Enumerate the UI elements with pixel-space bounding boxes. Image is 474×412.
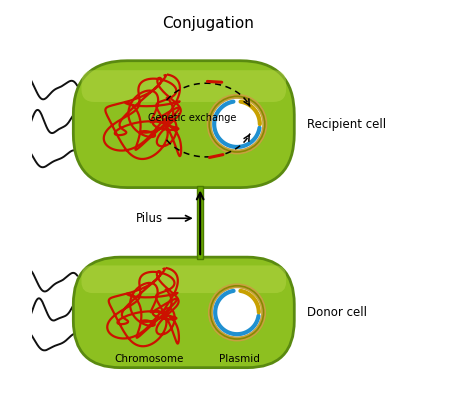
Bar <box>197 185 203 259</box>
Text: Plasmid: Plasmid <box>219 353 259 363</box>
FancyBboxPatch shape <box>73 61 294 187</box>
FancyBboxPatch shape <box>82 70 286 102</box>
FancyBboxPatch shape <box>73 257 294 368</box>
Text: Chromosome: Chromosome <box>114 353 184 363</box>
FancyBboxPatch shape <box>82 265 286 293</box>
Text: Donor cell: Donor cell <box>307 306 366 319</box>
Text: Recipient cell: Recipient cell <box>307 118 386 131</box>
Text: Genetic exchange: Genetic exchange <box>148 113 236 123</box>
Circle shape <box>212 288 262 337</box>
Text: Pilus: Pilus <box>136 212 164 225</box>
Circle shape <box>211 98 263 150</box>
Text: Conjugation: Conjugation <box>163 16 254 31</box>
